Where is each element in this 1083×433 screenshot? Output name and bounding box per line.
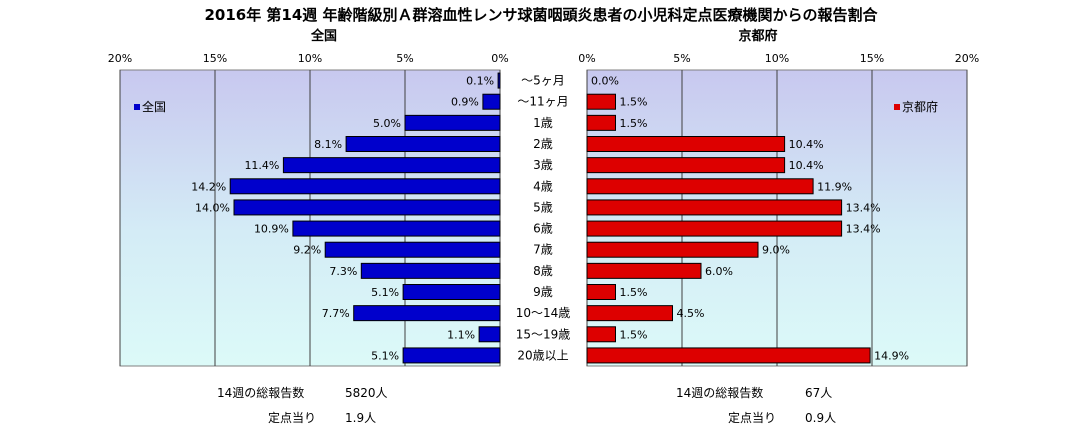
category-label: 8歳: [533, 264, 553, 278]
national-data-label: 14.2%: [191, 180, 226, 193]
kyoto-bar: [586, 157, 786, 174]
kyoto-data-label: 1.5%: [620, 117, 648, 130]
national-data-label: 10.9%: [254, 223, 289, 236]
kyoto-data-label: 9.0%: [762, 244, 790, 257]
category-label: 9歳: [533, 285, 553, 299]
kyoto-tick-label: 5%: [673, 52, 690, 65]
national-bar: [360, 262, 501, 279]
category-label: 15～19歳: [516, 327, 571, 341]
kyoto-bar: [586, 241, 759, 258]
national-bar: [497, 72, 501, 89]
national-bar: [478, 326, 501, 343]
kyoto-tick-label: 10%: [765, 52, 789, 65]
category-label: 1歳: [533, 116, 553, 130]
national-bar: [282, 157, 501, 174]
national-data-label: 7.7%: [322, 307, 350, 320]
category-label: 7歳: [533, 243, 553, 257]
national-data-label: 11.4%: [244, 159, 279, 172]
national-bar: [402, 284, 501, 300]
kyoto-legend-swatch: [894, 104, 900, 110]
kyoto-data-label: 13.4%: [846, 201, 881, 214]
kyoto-bar: [586, 284, 616, 300]
category-label: 10～14歳: [516, 306, 571, 320]
category-label: 20歳以上: [517, 348, 568, 362]
category-label: 3歳: [533, 158, 553, 172]
chart-title: 2016年 第14週 年齢階級別Ａ群溶血性レンサ球菌咽頭炎患者の小児科定点医療機…: [204, 6, 878, 24]
kyoto-per-label: 定点当り: [728, 411, 777, 425]
national-data-label: 5.0%: [373, 117, 401, 130]
category-label: 2歳: [533, 137, 553, 151]
national-bar: [233, 199, 501, 216]
kyoto-legend-label: 京都府: [902, 99, 938, 114]
kyoto-subtitle: 京都府: [738, 28, 777, 44]
national-per-value: 1.9人: [345, 411, 377, 425]
national-tick-label: 0%: [491, 52, 508, 65]
kyoto-bar: [586, 262, 702, 279]
category-label: 4歳: [533, 179, 553, 193]
national-data-label: 7.3%: [329, 265, 357, 278]
national-bar: [404, 114, 501, 131]
national-legend-label: 全国: [142, 99, 166, 114]
kyoto-tick-label: 20%: [955, 52, 979, 65]
national-subtitle: 全国: [310, 28, 337, 44]
kyoto-data-label: 0.0%: [591, 75, 619, 88]
kyoto-per-value: 0.9人: [805, 411, 837, 425]
category-label: 5歳: [533, 200, 553, 214]
national-bar: [482, 93, 501, 110]
kyoto-data-label: 1.5%: [620, 286, 648, 299]
national-bar: [345, 136, 501, 152]
national-tick-label: 15%: [203, 52, 227, 65]
national-data-label: 0.9%: [451, 96, 479, 109]
kyoto-bar: [586, 347, 871, 364]
kyoto-data-label: 11.9%: [817, 180, 852, 193]
kyoto-bar: [586, 199, 843, 216]
category-label: ～5ヶ月: [521, 74, 565, 88]
kyoto-tick-label: 15%: [860, 52, 884, 65]
national-per-label: 定点当り: [268, 411, 317, 425]
kyoto-bar: [586, 305, 673, 322]
national-total-label: 14週の総報告数: [217, 386, 305, 400]
national-data-label: 1.1%: [447, 328, 475, 341]
national-bar: [292, 220, 501, 237]
national-tick-label: 5%: [396, 52, 413, 65]
national-tick-label: 20%: [108, 52, 132, 65]
national-bar: [324, 241, 501, 258]
kyoto-data-label: 13.4%: [846, 223, 881, 236]
kyoto-data-label: 10.4%: [789, 159, 824, 172]
national-legend-swatch: [134, 104, 140, 110]
national-tick-label: 10%: [298, 52, 322, 65]
national-data-label: 0.1%: [466, 75, 494, 88]
kyoto-bar: [586, 220, 843, 237]
kyoto-bar: [586, 114, 616, 131]
national-data-label: 14.0%: [195, 201, 230, 214]
national-data-label: 5.1%: [371, 349, 399, 362]
kyoto-total-value: 67人: [805, 386, 833, 400]
kyoto-total-label: 14週の総報告数: [676, 386, 764, 400]
kyoto-bar: [586, 326, 616, 343]
national-bar: [353, 305, 501, 322]
kyoto-data-label: 4.5%: [677, 307, 705, 320]
national-total-value: 5820人: [345, 386, 388, 400]
kyoto-data-label: 10.4%: [789, 138, 824, 151]
category-label: 6歳: [533, 222, 553, 236]
national-data-label: 5.1%: [371, 286, 399, 299]
kyoto-data-label: 1.5%: [620, 328, 648, 341]
kyoto-data-label: 1.5%: [620, 96, 648, 109]
kyoto-bar: [586, 136, 786, 152]
kyoto-data-label: 14.9%: [874, 349, 909, 362]
kyoto-bar: [586, 178, 814, 195]
national-data-label: 9.2%: [293, 244, 321, 257]
national-bar: [229, 178, 501, 195]
national-data-label: 8.1%: [314, 138, 342, 151]
national-bar: [402, 347, 501, 364]
category-label: ～11ヶ月: [517, 95, 568, 109]
kyoto-bar: [586, 93, 616, 110]
kyoto-tick-label: 0%: [578, 52, 595, 65]
kyoto-data-label: 6.0%: [705, 265, 733, 278]
